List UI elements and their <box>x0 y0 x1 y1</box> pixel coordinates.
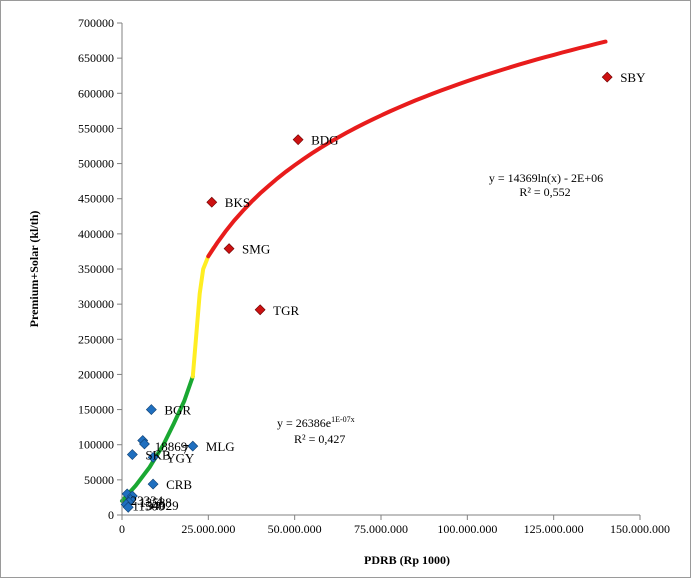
y-tick-label: 0 <box>108 508 114 522</box>
data-point <box>147 478 159 490</box>
data-point <box>601 71 613 83</box>
axes-layer: 0 50000 100000 150000 200000 250000 300000 3500… <box>78 16 670 536</box>
log-trend-equation: y = 14369ln(x) - 2E+06 <box>489 171 603 185</box>
y-tick-label: 300000 <box>78 297 114 311</box>
data-point <box>292 134 304 146</box>
x-axis-title: PDRB (Rp 1000) <box>364 553 450 567</box>
data-label: 34029 <box>146 498 179 513</box>
x-tick-label: 150.000.000 <box>610 522 670 536</box>
x-tick-label: 25.000.000 <box>181 522 235 536</box>
data-points-layer <box>120 71 613 513</box>
y-tick-label: 550000 <box>78 121 114 135</box>
data-label: 13588 <box>139 495 172 510</box>
x-tick-label: 125.000.000 <box>524 522 584 536</box>
y-tick-label: 700000 <box>78 16 114 30</box>
data-label: TGR <box>273 303 299 318</box>
data-label: SMG <box>242 242 270 257</box>
data-label: MLG <box>206 439 235 454</box>
data-label: SBY <box>620 70 646 85</box>
data-point <box>187 440 199 452</box>
y-tick-label: 250000 <box>78 332 114 346</box>
x-tick-label: 100.000.000 <box>437 522 497 536</box>
log-trend-r2: R² = 0,552 <box>519 185 570 199</box>
data-label: 18869 <box>155 439 188 454</box>
y-tick-label: 150000 <box>78 403 114 417</box>
data-label: SKB <box>145 448 171 463</box>
trendline-layer <box>120 39 608 503</box>
exp-trend-r2: R² = 0,427 <box>294 432 345 446</box>
data-point <box>145 404 157 415</box>
data-point <box>126 449 138 460</box>
data-label: 7 <box>182 442 189 457</box>
y-tick-label: 450000 <box>78 192 114 206</box>
y-tick-label: 100000 <box>78 438 114 452</box>
y-tick-label: 650000 <box>78 51 114 65</box>
y-axis-title: Premium+Solar (kl/th) <box>27 211 41 328</box>
x-tick-label: 50.000.000 <box>268 522 322 536</box>
data-label: BKS <box>225 195 250 210</box>
y-tick-label: 600000 <box>78 86 114 100</box>
data-point <box>147 451 159 463</box>
exp-trend-equation: y = 26386e1E-07x <box>277 415 355 430</box>
x-tick-label: 0 <box>119 522 125 536</box>
data-point <box>139 438 150 450</box>
exp-trendline-segment <box>120 374 195 503</box>
y-tick-label: 350000 <box>78 262 114 276</box>
data-label: 23334 <box>131 493 164 508</box>
data-label: CRB <box>166 477 192 492</box>
data-label: BDG <box>311 133 338 148</box>
exp-trendline-segment <box>190 245 216 379</box>
data-point <box>122 501 134 513</box>
y-tick-label: 200000 <box>78 367 114 381</box>
y-tick-label: 400000 <box>78 227 114 241</box>
data-point <box>206 196 218 208</box>
data-point <box>223 243 235 255</box>
data-point <box>254 304 266 316</box>
y-tick-label: 50000 <box>84 473 114 487</box>
x-tick-label: 75.000.000 <box>354 522 408 536</box>
data-label: 11500 <box>132 499 164 514</box>
y-tick-label: 500000 <box>78 157 114 171</box>
data-label: BGR <box>164 403 191 418</box>
data-label: YGY <box>166 450 195 465</box>
log-trendline <box>206 39 608 259</box>
